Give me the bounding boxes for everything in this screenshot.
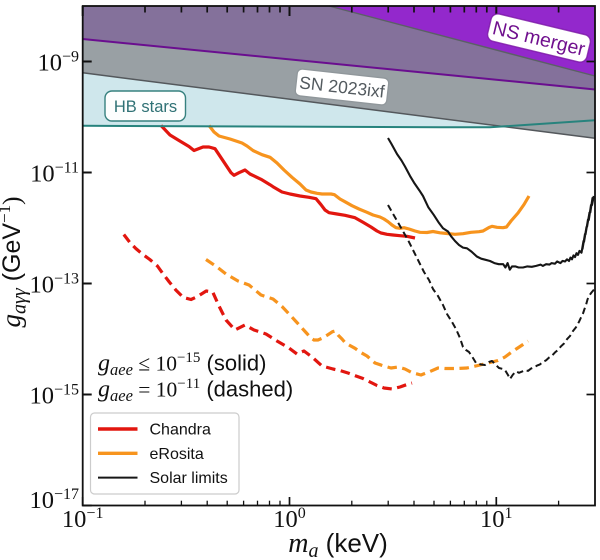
svg-text:eRosita: eRosita <box>150 446 204 463</box>
svg-text:ma (keV): ma (keV) <box>288 528 388 560</box>
svg-text:gaγγ (GeV−1): gaγγ (GeV−1) <box>0 197 31 328</box>
svg-text:100: 100 <box>273 505 306 533</box>
svg-text:gaee ≤ 10−15 (solid): gaee ≤ 10−15 (solid) <box>98 350 266 379</box>
svg-text:10−11: 10−11 <box>30 159 79 187</box>
svg-text:HB stars: HB stars <box>114 98 177 116</box>
svg-text:Chandra: Chandra <box>150 422 211 439</box>
svg-text:Solar limits: Solar limits <box>150 470 228 487</box>
svg-text:gaee = 10−11 (dashed): gaee = 10−11 (dashed) <box>98 376 293 405</box>
